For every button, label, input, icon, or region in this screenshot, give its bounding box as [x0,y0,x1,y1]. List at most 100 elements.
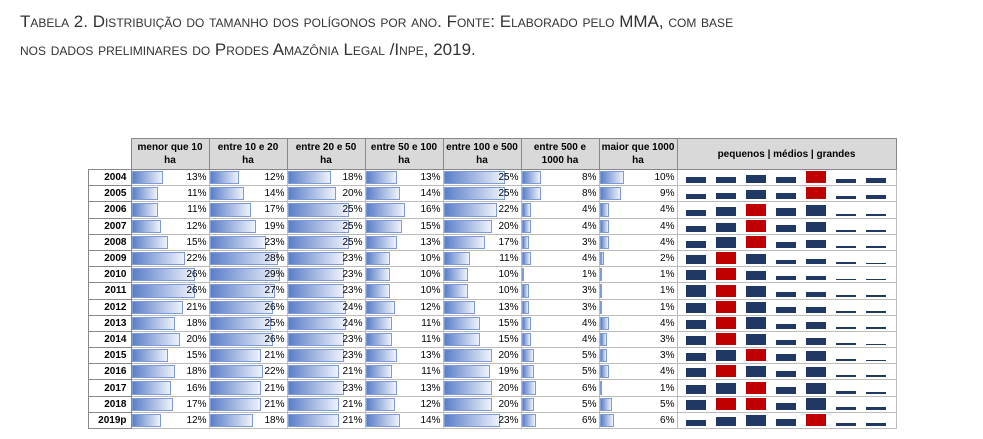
value-cell: 23% [442,411,522,430]
trend-bar [745,286,766,297]
trend-bar [775,292,796,297]
value-cell: 4% [598,314,678,332]
cell-value: 28% [264,253,285,265]
trend-bar [775,386,796,394]
data-bar [443,268,468,282]
value-cell: 22% [208,363,288,381]
data-bar [287,251,344,266]
trend-bar [745,349,766,362]
data-bar [521,171,542,185]
data-bar [443,397,493,411]
data-bar [131,219,161,233]
data-bar [521,349,534,363]
trend-bar [775,354,796,362]
data-bar [365,413,400,427]
cell-value: 20% [342,188,363,200]
value-cell: 25% [442,185,522,203]
value-cell: 10% [364,282,444,300]
value-cell: 5% [520,347,600,365]
cell-value: 21% [264,350,285,362]
value-cell: 13% [130,168,210,187]
value-cell: 4% [598,233,678,251]
trend-bar [745,270,766,281]
trend-bar [685,226,706,232]
trend-bar [805,276,826,281]
data-bar [287,381,344,395]
value-cell: 23% [208,233,288,251]
value-cell: 25% [208,314,288,332]
trend-bar [805,398,826,410]
trend-bar [865,422,886,426]
trend-bar [745,415,766,426]
cell-value: 4% [582,220,597,232]
value-cell: 10% [442,282,522,300]
column-header: entre 50 e 100 ha [364,138,444,170]
data-bar [599,381,602,395]
data-bar [365,203,405,217]
trend-bar [805,205,826,216]
value-cell: 13% [442,298,522,316]
trend-bar [865,213,886,216]
trend-bar [715,416,736,426]
trend-bar [745,365,766,378]
cell-value: 6% [582,414,597,426]
value-cell: 9% [598,185,678,203]
value-cell: 19% [208,217,288,235]
data-bar [599,251,605,266]
cell-value: 4% [582,317,597,329]
trend-bar [805,171,826,184]
trend-bar [685,303,706,313]
data-bar [521,300,529,314]
cell-value: 24% [342,317,363,329]
value-cell: 26% [130,266,210,284]
cell-value: 2% [660,253,675,265]
trend-bar [835,343,856,346]
trend-bar [805,321,826,329]
data-bar [131,251,186,266]
value-cell: 21% [208,395,288,413]
data-bar [131,235,169,249]
data-bar [287,187,337,201]
trend-bar [685,254,706,265]
cell-value: 16% [186,382,207,394]
data-bar [131,332,181,347]
trend-bar [865,326,886,329]
trend-cell [676,379,897,397]
cell-value: 13% [186,172,207,184]
cell-value: 3% [582,301,597,313]
data-bar [131,413,161,427]
cell-value: 24% [342,301,363,313]
data-bar [599,219,610,233]
value-cell: 14% [364,411,444,430]
trend-cell [676,201,897,219]
trend-bar [715,252,736,265]
value-cell: 4% [598,363,678,381]
data-bar [599,397,612,411]
trend-bar [715,207,736,216]
data-bar [365,268,390,282]
value-cell: 15% [442,314,522,332]
value-cell: 15% [442,330,522,349]
data-bar [365,349,398,363]
value-cell: 4% [520,314,600,332]
value-cell: 1% [598,379,678,397]
value-cell: 16% [364,201,444,219]
cell-value: 5% [582,366,597,378]
year-cell: 2018 [88,395,132,413]
data-bar [365,171,398,185]
trend-bar [775,418,796,426]
value-cell: 13% [364,347,444,365]
caption-line: Tabela 2. Distribuição do tamanho dos po… [20,12,734,31]
cell-value: 22% [264,366,285,378]
value-cell: 6% [520,411,600,430]
trend-bar [715,192,736,200]
cell-value: 4% [660,220,675,232]
data-bar [131,187,159,201]
cell-value: 3% [582,236,597,248]
data-bar [287,219,349,233]
cell-value: 18% [264,414,285,426]
cell-value: 11% [421,366,441,378]
table-row: 2004 13% 12% 18% 13% 25% 8% 10% [88,168,897,187]
value-cell: 23% [286,379,366,397]
